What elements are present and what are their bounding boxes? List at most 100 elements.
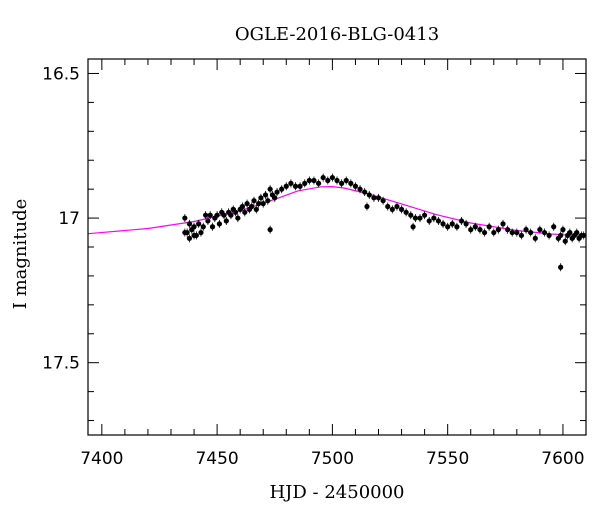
point-marker bbox=[262, 192, 269, 198]
point-marker bbox=[551, 224, 557, 230]
data-point bbox=[232, 208, 239, 217]
point-marker bbox=[223, 218, 229, 224]
data-point bbox=[505, 225, 511, 234]
point-marker bbox=[472, 224, 478, 230]
model-layer bbox=[87, 185, 587, 237]
data-point bbox=[562, 237, 568, 246]
point-marker bbox=[477, 227, 483, 233]
data-point bbox=[385, 202, 391, 211]
point-marker bbox=[249, 203, 255, 210]
point-marker bbox=[267, 227, 273, 233]
point-marker bbox=[505, 227, 511, 233]
data-point bbox=[265, 196, 271, 205]
data-point bbox=[207, 211, 213, 220]
point-marker bbox=[352, 183, 359, 189]
data-point bbox=[410, 222, 416, 231]
point-marker bbox=[394, 203, 400, 210]
point-marker bbox=[449, 221, 455, 227]
x-axis-label: HJD - 2450000 bbox=[269, 482, 404, 503]
point-marker bbox=[558, 264, 564, 270]
point-marker bbox=[385, 203, 391, 210]
data-point bbox=[495, 225, 501, 234]
point-marker bbox=[260, 201, 266, 207]
point-marker bbox=[216, 221, 223, 227]
data-point bbox=[267, 225, 273, 234]
data-point bbox=[249, 202, 255, 211]
data-point bbox=[546, 231, 552, 240]
data-point bbox=[541, 228, 548, 237]
point-marker bbox=[207, 212, 213, 218]
point-marker bbox=[514, 229, 520, 236]
data-point bbox=[253, 205, 259, 214]
model-curve bbox=[87, 185, 587, 237]
point-marker bbox=[412, 215, 418, 221]
point-marker bbox=[235, 215, 241, 221]
point-marker bbox=[491, 229, 497, 236]
point-marker bbox=[205, 218, 211, 224]
point-marker bbox=[528, 229, 534, 236]
point-marker bbox=[500, 221, 506, 227]
data-point bbox=[394, 202, 400, 211]
data-point bbox=[334, 176, 340, 185]
point-marker bbox=[239, 203, 246, 210]
data-point bbox=[260, 199, 266, 208]
point-marker bbox=[560, 227, 566, 233]
data-point bbox=[315, 179, 322, 188]
data-point bbox=[449, 219, 455, 228]
data-point bbox=[558, 263, 564, 272]
point-marker bbox=[306, 177, 312, 184]
point-marker bbox=[574, 229, 580, 236]
data-point bbox=[357, 185, 363, 194]
point-marker bbox=[403, 209, 409, 215]
point-marker bbox=[343, 177, 349, 184]
point-marker bbox=[267, 186, 273, 192]
data-point bbox=[292, 182, 299, 191]
data-point bbox=[311, 176, 317, 185]
data-point bbox=[216, 219, 223, 228]
data-point bbox=[528, 228, 534, 237]
point-marker bbox=[463, 221, 469, 227]
data-point bbox=[560, 225, 566, 234]
data-point bbox=[242, 208, 248, 217]
point-marker bbox=[339, 180, 345, 186]
point-marker bbox=[302, 180, 308, 186]
point-marker bbox=[182, 229, 188, 236]
point-marker bbox=[292, 183, 299, 189]
point-marker bbox=[431, 215, 437, 221]
x-tick-label: 7400 bbox=[80, 449, 123, 469]
data-point bbox=[239, 202, 246, 211]
data-point bbox=[364, 202, 370, 211]
point-marker bbox=[558, 232, 564, 239]
data-point bbox=[481, 228, 488, 237]
data-point bbox=[214, 211, 220, 220]
x-tick-label: 7450 bbox=[195, 449, 238, 469]
data-point bbox=[302, 179, 308, 188]
data-point bbox=[267, 185, 273, 194]
point-marker bbox=[348, 180, 354, 186]
point-marker bbox=[380, 198, 386, 204]
data-point bbox=[514, 228, 520, 237]
point-marker bbox=[509, 229, 515, 236]
data-point bbox=[472, 222, 478, 231]
data-point bbox=[440, 219, 446, 228]
point-marker bbox=[541, 229, 548, 236]
point-marker bbox=[435, 218, 442, 224]
point-marker bbox=[214, 212, 220, 218]
data-point bbox=[375, 193, 382, 202]
point-marker bbox=[265, 198, 271, 204]
point-marker bbox=[186, 235, 193, 241]
data-point bbox=[223, 216, 229, 225]
point-marker bbox=[274, 189, 280, 195]
data-point bbox=[412, 214, 418, 223]
data-point bbox=[551, 222, 557, 231]
point-marker bbox=[186, 221, 193, 227]
points-layer bbox=[182, 173, 587, 272]
data-point bbox=[251, 196, 257, 205]
point-marker bbox=[417, 215, 423, 221]
data-point bbox=[191, 231, 197, 240]
point-marker bbox=[196, 221, 202, 227]
data-point bbox=[463, 219, 469, 228]
data-point bbox=[262, 190, 269, 199]
data-point bbox=[348, 179, 354, 188]
y-tick-label: 17 bbox=[58, 209, 80, 229]
